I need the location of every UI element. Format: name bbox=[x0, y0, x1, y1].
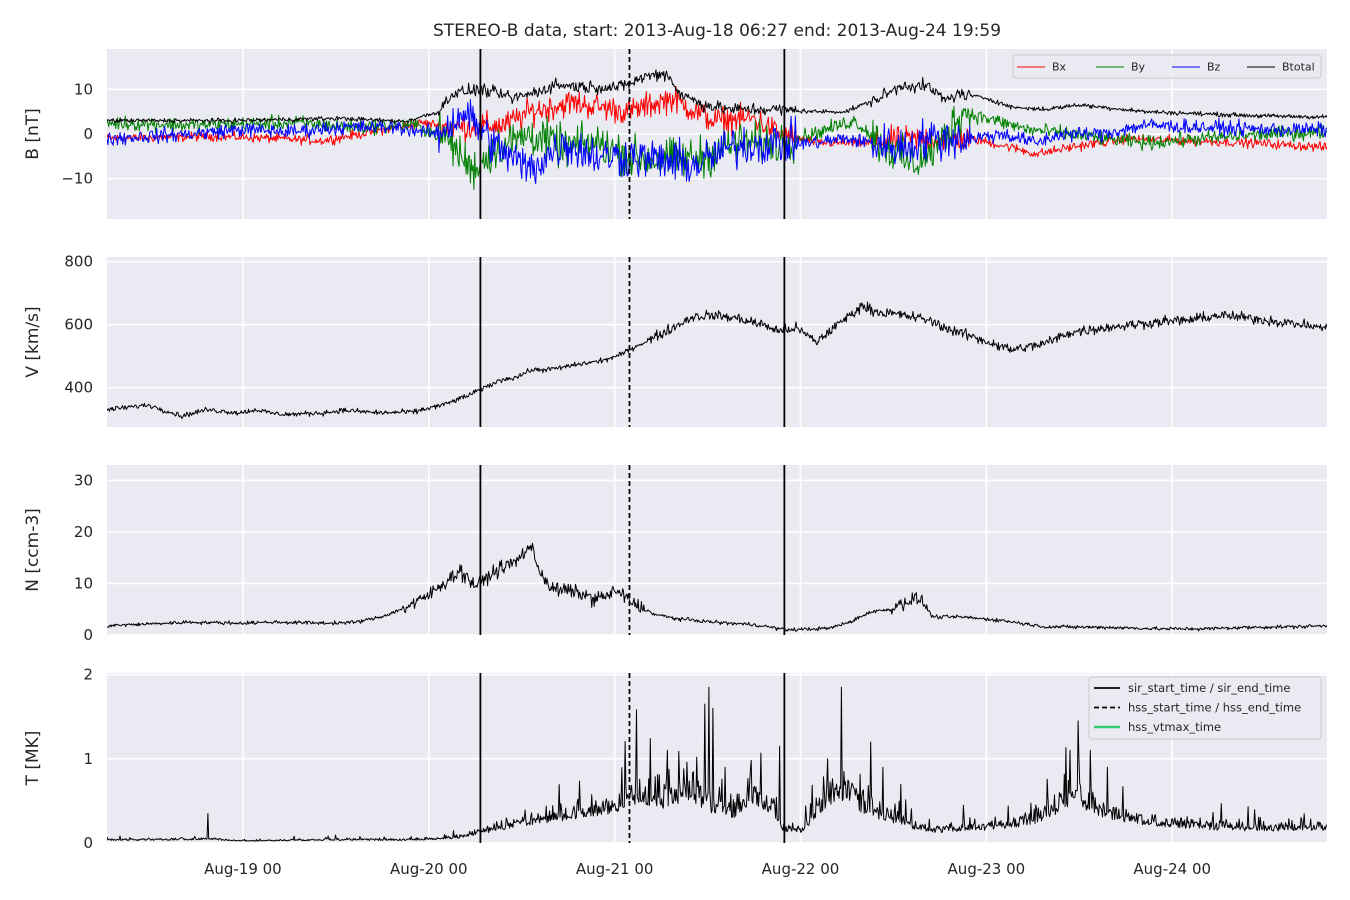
y-tick-label: 600 bbox=[64, 316, 93, 334]
x-tick-labels: Aug-19 00 Aug-20 00 Aug-21 00 Aug-22 00 Aug-… bbox=[204, 860, 1211, 878]
y-tick-label: 20 bbox=[74, 523, 93, 541]
y-tick-label: 0 bbox=[83, 125, 93, 143]
panel-background bbox=[107, 257, 1327, 427]
legend-label: Bz bbox=[1207, 61, 1221, 74]
b-legend: Bx By Bz Btotal bbox=[1012, 54, 1322, 79]
y-tick-label: 0 bbox=[83, 834, 93, 852]
legend-label: sir_start_time / sir_end_time bbox=[1128, 681, 1290, 695]
y-tick-label: −10 bbox=[61, 170, 93, 188]
y-tick-label: 30 bbox=[74, 471, 93, 489]
legend-label: hss_start_time / hss_end_time bbox=[1128, 701, 1301, 715]
bx-line bbox=[107, 86, 1327, 158]
y-tick-label: 1 bbox=[83, 750, 93, 768]
series-group bbox=[107, 686, 1327, 842]
y-axis-label: V [km/s] bbox=[23, 306, 43, 377]
panel-background bbox=[107, 465, 1327, 635]
series-group bbox=[107, 69, 1327, 190]
x-tick-label: Aug-22 00 bbox=[762, 860, 840, 878]
legend-label: Btotal bbox=[1282, 61, 1315, 74]
y-axis-label: T [MK] bbox=[23, 731, 43, 787]
btotal-line bbox=[107, 69, 1327, 125]
x-tick-label: Aug-19 00 bbox=[204, 860, 282, 878]
y-tick-label: 400 bbox=[64, 379, 93, 397]
y-tick-label: 10 bbox=[74, 80, 93, 98]
t-legend: sir_start_time / sir_end_time hss_start_t… bbox=[1088, 676, 1322, 740]
n-line bbox=[107, 542, 1327, 632]
panel-v: 800 600 400 V [km/s] bbox=[23, 253, 1327, 427]
x-tick-label: Aug-21 00 bbox=[576, 860, 654, 878]
y-tick-label: 10 bbox=[74, 574, 93, 592]
bz-line bbox=[107, 99, 1327, 184]
series-group bbox=[107, 542, 1327, 632]
legend-label: hss_vtmax_time bbox=[1128, 720, 1221, 734]
panel-t: 2 1 0 T [MK] sir_start_time / sir_end_timehs… bbox=[23, 666, 1327, 852]
x-tick-label: Aug-23 00 bbox=[948, 860, 1026, 878]
y-tick-label: 2 bbox=[83, 666, 93, 684]
v-line bbox=[107, 301, 1327, 420]
by-line bbox=[107, 105, 1327, 190]
x-tick-label: Aug-20 00 bbox=[390, 860, 468, 878]
y-axis-label: N [ccm-3] bbox=[23, 508, 43, 592]
series-group bbox=[107, 301, 1327, 420]
y-axis-label: B [nT] bbox=[23, 108, 43, 160]
x-tick-label: Aug-24 00 bbox=[1133, 860, 1211, 878]
legend-label: By bbox=[1131, 61, 1146, 74]
y-tick-label: 800 bbox=[64, 253, 93, 271]
legend-label: Bx bbox=[1052, 61, 1067, 74]
panel-n: 30 20 10 0 N [ccm-3] bbox=[23, 465, 1327, 644]
panel-b: 10 0 −10 B [nT] Bx By Bz Btotal bbox=[23, 49, 1327, 219]
chart-title: STEREO-B data, start: 2013-Aug-18 06:27 … bbox=[433, 21, 1001, 41]
t-line bbox=[107, 686, 1327, 842]
y-tick-label: 0 bbox=[83, 626, 93, 644]
